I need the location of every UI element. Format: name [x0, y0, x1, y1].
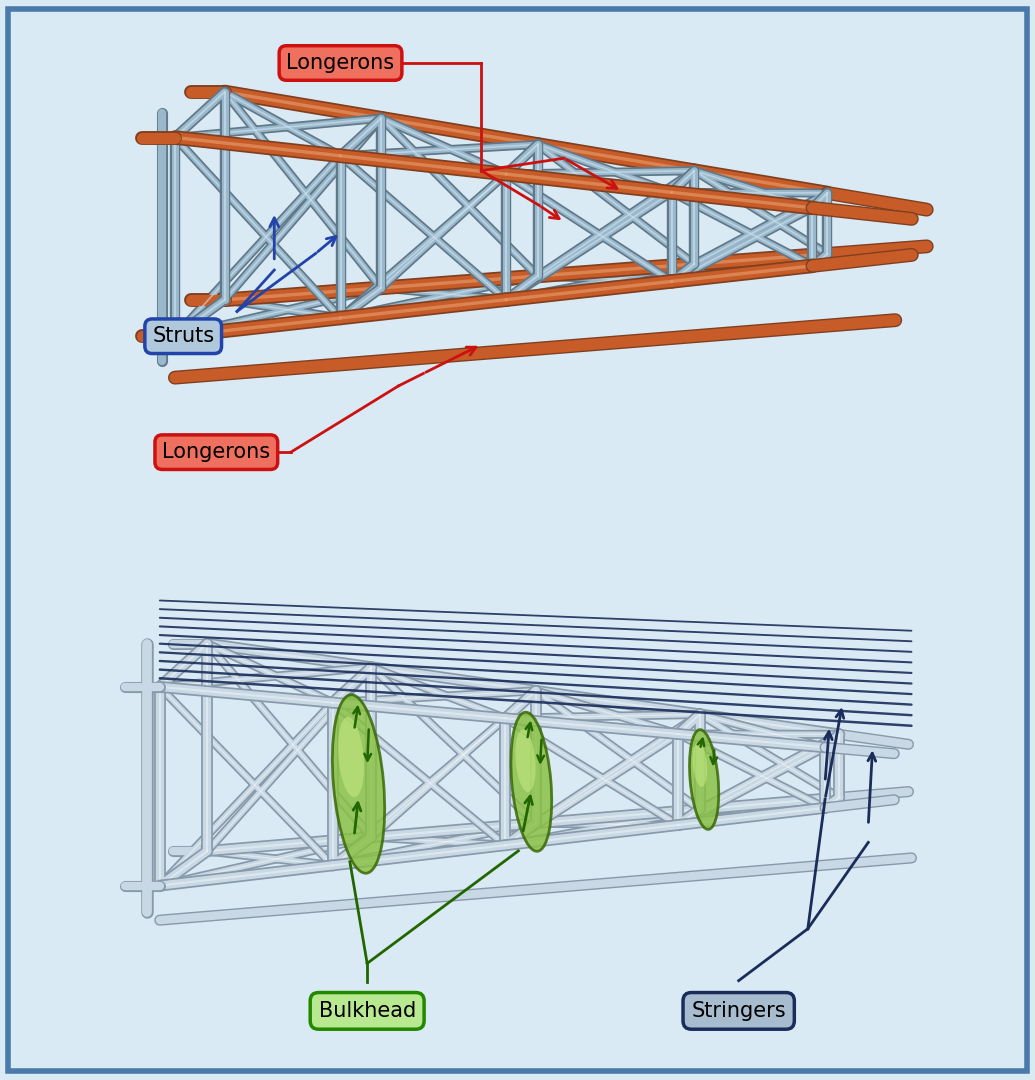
Text: Bulkhead: Bulkhead	[319, 1001, 416, 1021]
Ellipse shape	[338, 717, 364, 797]
Text: Longerons: Longerons	[287, 53, 394, 73]
Ellipse shape	[515, 729, 535, 792]
Ellipse shape	[689, 730, 718, 829]
Text: Struts: Struts	[152, 326, 214, 347]
Ellipse shape	[692, 742, 707, 787]
Ellipse shape	[511, 712, 552, 851]
Text: Longerons: Longerons	[162, 442, 270, 462]
Text: Stringers: Stringers	[691, 1001, 786, 1021]
Ellipse shape	[332, 694, 385, 874]
